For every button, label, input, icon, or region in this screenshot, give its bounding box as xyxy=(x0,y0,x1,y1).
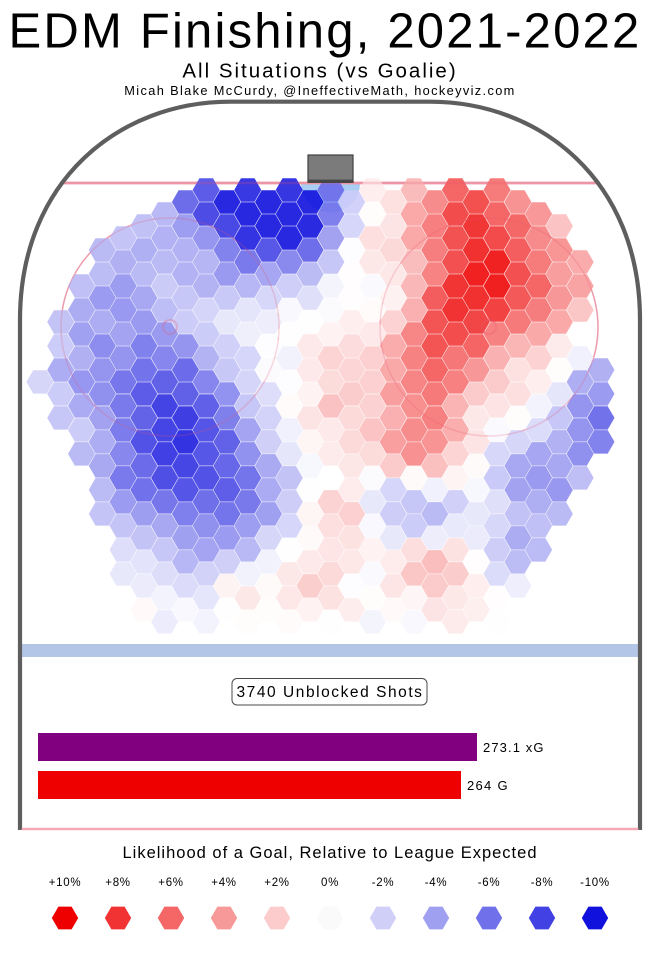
svg-text:EDM Finishing, 2021-2022: EDM Finishing, 2021-2022 xyxy=(9,5,642,59)
svg-text:0%: 0% xyxy=(321,877,339,889)
svg-text:-2%: -2% xyxy=(372,877,395,889)
svg-text:273.1 xG: 273.1 xG xyxy=(483,740,545,755)
svg-text:+6%: +6% xyxy=(158,877,183,889)
svg-text:+8%: +8% xyxy=(105,877,130,889)
svg-text:3740 Unblocked Shots: 3740 Unblocked Shots xyxy=(237,684,424,701)
svg-text:-10%: -10% xyxy=(580,877,610,889)
svg-text:+4%: +4% xyxy=(211,877,236,889)
svg-text:-6%: -6% xyxy=(478,877,501,889)
svg-text:-4%: -4% xyxy=(425,877,448,889)
svg-text:+2%: +2% xyxy=(264,877,289,889)
svg-text:264 G: 264 G xyxy=(467,778,509,793)
svg-text:-8%: -8% xyxy=(531,877,554,889)
svg-text:All Situations (vs Goalie): All Situations (vs Goalie) xyxy=(182,60,457,83)
svg-text:Likelihood of a Goal, Relative: Likelihood of a Goal, Relative to League… xyxy=(123,844,538,862)
svg-text:Micah Blake McCurdy, @Ineffect: Micah Blake McCurdy, @IneffectiveMath, h… xyxy=(124,83,515,98)
svg-text:+10%: +10% xyxy=(49,877,82,889)
